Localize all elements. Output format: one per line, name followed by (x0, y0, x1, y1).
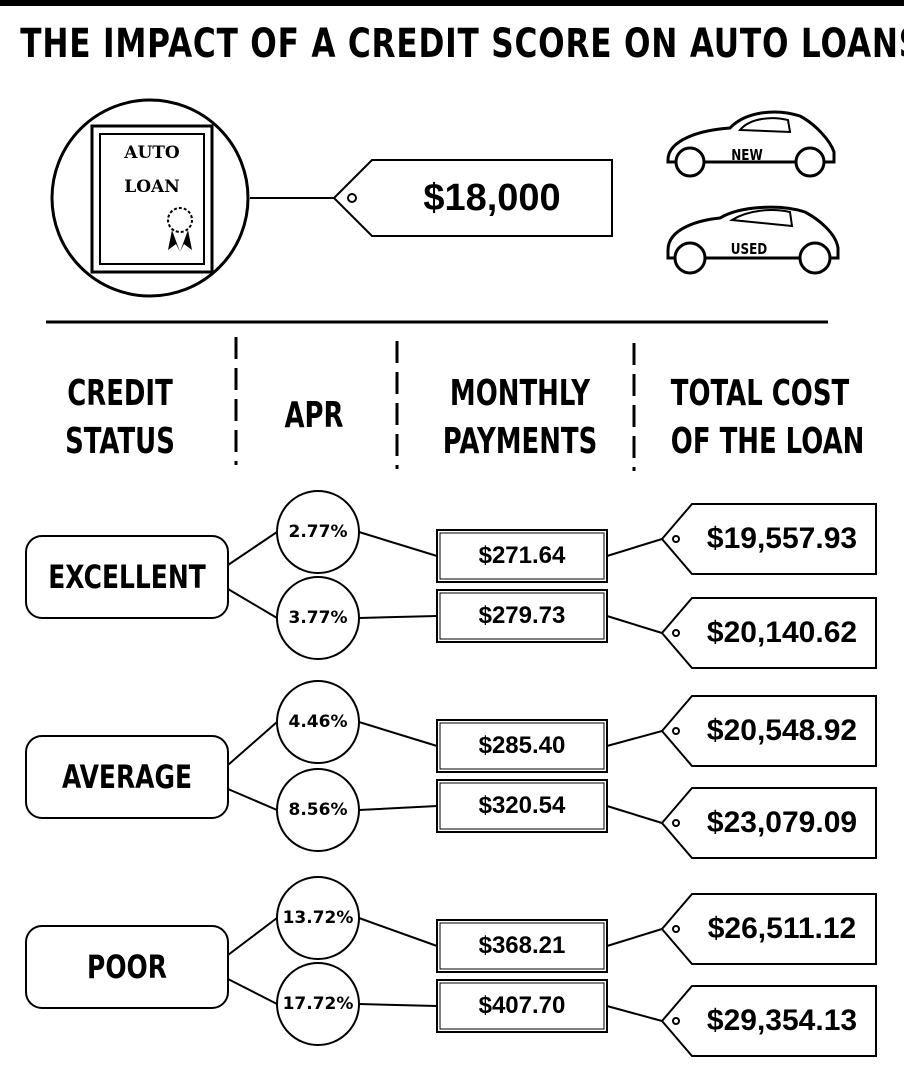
apr-circle (276, 876, 360, 960)
new-car-icon (666, 110, 836, 178)
payment-connector (606, 730, 663, 747)
total-cost-tag (660, 503, 877, 575)
tag-hole (672, 819, 680, 827)
apr-connector (358, 1003, 438, 1007)
monthly-payment-box (436, 979, 608, 1033)
credit-status-label: AVERAGE (61, 758, 193, 796)
apr-circle (276, 576, 360, 660)
payment-connector (606, 928, 663, 947)
apr-value: 3.77% (288, 608, 348, 628)
credit-status-box (25, 535, 229, 619)
monthly-payment-value: $279.73 (478, 602, 566, 629)
header-total-cost: TOTAL COST OF THE LOAN (670, 373, 865, 462)
monthly-payment-box (436, 919, 608, 973)
monthly-payment-value: $285.40 (478, 732, 566, 759)
total-cost-tag (660, 597, 877, 669)
document-label-line2: LOAN (124, 177, 180, 197)
monthly-payment-inner-border (439, 782, 605, 830)
monthly-payment-value: $368.21 (478, 932, 566, 959)
tag-hole (672, 1017, 680, 1025)
total-cost-tag (660, 893, 877, 965)
credit-status-box (25, 735, 229, 819)
apr-value: 17.72% (282, 994, 354, 1014)
credit-status-label: POOR (87, 948, 167, 986)
total-cost-value: $19,557.93 (706, 522, 858, 555)
total-cost-tag (660, 787, 877, 859)
branch-connector (227, 978, 278, 1005)
branch-connector (227, 531, 278, 566)
used-car-icon (666, 205, 840, 275)
credit-status-box (25, 925, 229, 1009)
total-cost-value: $26,511.12 (707, 912, 857, 945)
apr-connector (358, 615, 438, 619)
total-cost-tag (660, 695, 877, 767)
loan-amount: $18,000 (423, 177, 561, 219)
total-cost-value: $23,079.09 (706, 806, 858, 839)
monthly-payment-box (436, 589, 608, 643)
used-car-label: USED (730, 240, 768, 258)
apr-value: 2.77% (288, 522, 348, 542)
branch-connector (227, 588, 278, 619)
total-cost-value: $20,140.62 (706, 616, 858, 649)
new-car-label: NEW (731, 146, 763, 164)
monthly-payment-box (436, 779, 608, 833)
branch-connector (227, 721, 278, 766)
payment-connector (606, 615, 663, 634)
top-rule (0, 0, 904, 6)
payment-connector (606, 1005, 663, 1022)
monthly-payment-inner-border (439, 532, 605, 580)
loan-amount-tag (332, 159, 613, 237)
monthly-payment-inner-border (439, 982, 605, 1030)
apr-circle (276, 962, 360, 1046)
monthly-payment-inner-border (439, 592, 605, 640)
total-cost-value: $20,548.92 (706, 714, 858, 747)
apr-value: 13.72% (282, 908, 354, 928)
apr-connector (358, 917, 438, 947)
credit-status-label: EXCELLENT (48, 558, 206, 596)
payment-connector (606, 538, 663, 557)
tag-hole (672, 925, 680, 933)
apr-connector (358, 721, 438, 747)
apr-connector (358, 805, 438, 811)
branch-connector (227, 788, 278, 811)
document-label-line1: AUTO (124, 143, 180, 163)
apr-circle (276, 768, 360, 852)
monthly-payment-box (436, 719, 608, 773)
branch-connector (227, 917, 278, 956)
apr-value: 8.56% (288, 800, 348, 820)
header-credit-status: CREDIT STATUS (65, 373, 175, 462)
monthly-payment-value: $407.70 (478, 992, 566, 1019)
table-rows (25, 490, 877, 1057)
tag-hole (672, 535, 680, 543)
apr-value: 4.46% (288, 712, 348, 732)
monthly-payment-inner-border (439, 922, 605, 970)
tag-hole (672, 727, 680, 735)
monthly-payment-inner-border (439, 722, 605, 770)
tag-hole (672, 629, 680, 637)
monthly-payment-value: $271.64 (478, 542, 566, 569)
apr-circle (276, 490, 360, 574)
apr-circle (276, 680, 360, 764)
payment-connector (606, 805, 663, 824)
header-monthly-payments: MONTHLY PAYMENTS (442, 373, 598, 462)
monthly-payment-value: $320.54 (478, 792, 566, 819)
monthly-payment-box (436, 529, 608, 583)
total-cost-value: $29,354.13 (706, 1004, 858, 1037)
total-cost-tag (660, 985, 877, 1057)
auto-loan-document-icon (50, 98, 250, 298)
apr-connector (358, 531, 438, 557)
header-apr: APR (284, 395, 344, 436)
